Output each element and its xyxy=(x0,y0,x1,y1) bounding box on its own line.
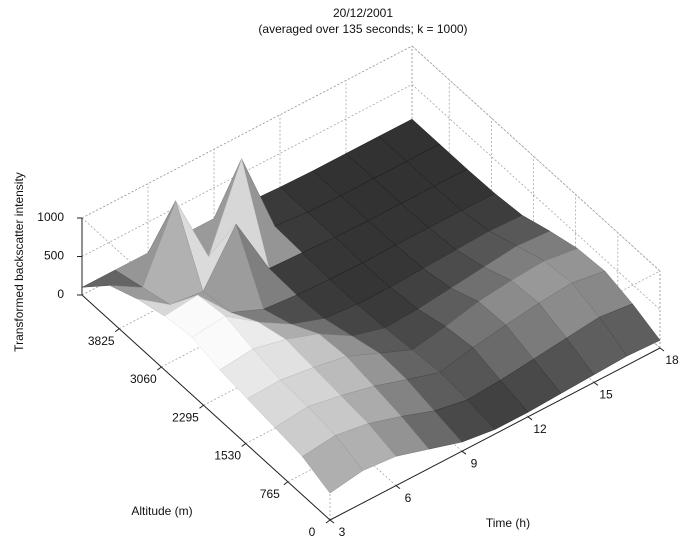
chart-subtitle: (averaged over 135 seconds; k = 1000) xyxy=(258,22,467,36)
y-tick xyxy=(326,520,330,523)
y-tick-label: 2295 xyxy=(172,410,199,424)
x-tick-label: 6 xyxy=(405,491,412,505)
chart-title: 20/12/2001 xyxy=(333,6,393,20)
x-axis-label: Time (h) xyxy=(486,516,530,530)
y-tick xyxy=(115,329,119,332)
x-tick xyxy=(396,486,400,489)
x-tick xyxy=(330,520,334,523)
y-tick xyxy=(200,405,204,408)
x-tick-label: 9 xyxy=(471,456,478,470)
y-axis-label: Altitude (m) xyxy=(131,504,192,518)
z-axis-label: Transformed backscatter intensity xyxy=(12,172,26,352)
x-tick-label: 15 xyxy=(599,388,613,402)
x-tick xyxy=(660,348,664,351)
x-tick-label: 18 xyxy=(665,353,679,367)
x-tick-label: 12 xyxy=(533,422,547,436)
y-tick xyxy=(284,482,288,485)
y-tick-label: 3060 xyxy=(130,372,157,386)
z-tick-label: 500 xyxy=(44,249,64,263)
y-tick-label: 765 xyxy=(260,487,280,501)
chart: 20/12/2001 (averaged over 135 seconds; k… xyxy=(0,0,687,538)
x-tick-label: 3 xyxy=(339,525,346,538)
z-tick-label: 1000 xyxy=(37,210,64,224)
x-tick xyxy=(462,451,466,454)
y-tick-label: 0 xyxy=(309,525,316,538)
y-tick xyxy=(157,367,161,370)
x-tick xyxy=(528,417,532,420)
y-tick-label: 3825 xyxy=(88,334,115,348)
z-tick-label: 0 xyxy=(57,287,64,301)
x-tick xyxy=(594,382,598,385)
y-tick-label: 1530 xyxy=(214,449,241,463)
y-tick xyxy=(242,444,246,447)
